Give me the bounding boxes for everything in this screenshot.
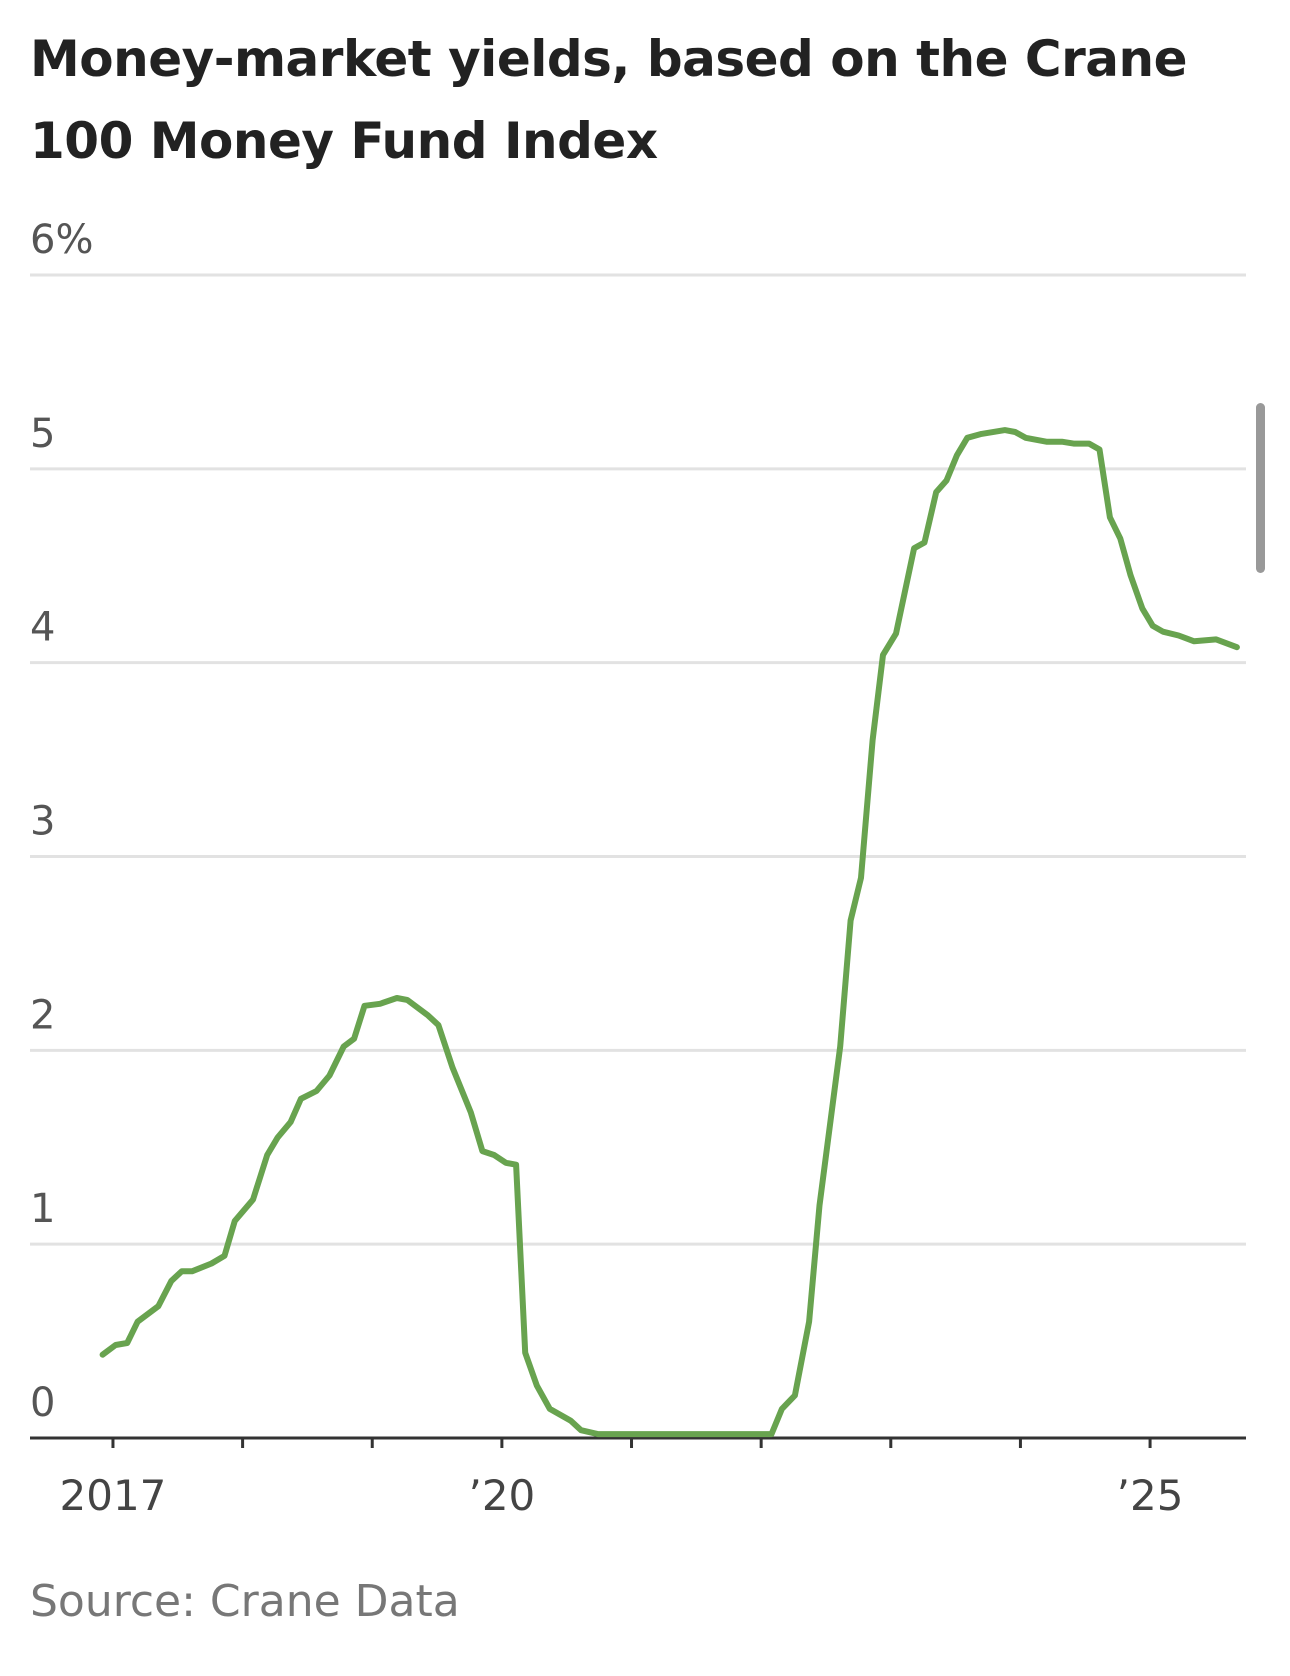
y-tick-label: 3: [30, 799, 55, 845]
x-tick-label: ’25: [1117, 1471, 1184, 1520]
scrollbar: [1256, 403, 1265, 573]
source: Source: Crane Data: [30, 1576, 460, 1627]
data-line: [99, 427, 1240, 1438]
y-tick-label: 0: [30, 1380, 55, 1426]
chart-title: Money-market yields, based on the Crane …: [30, 30, 1188, 170]
y-tick-label: 1: [30, 1186, 55, 1232]
x-tick-label: 2017: [60, 1471, 167, 1520]
x-tick-label: ’20: [468, 1471, 535, 1520]
y-tick-label: 2: [30, 992, 55, 1038]
y-tick-label: 5: [30, 411, 55, 457]
y-tick-label: 6%: [30, 217, 93, 263]
y-tick-label: 4: [30, 605, 55, 651]
